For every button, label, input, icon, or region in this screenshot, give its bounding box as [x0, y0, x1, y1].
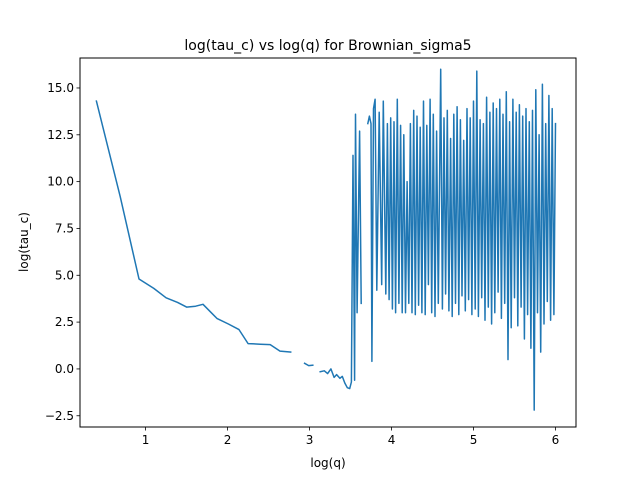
- x-tick-label: 4: [388, 433, 396, 447]
- x-axis-label: log(q): [310, 456, 345, 470]
- x-tick-label: 2: [224, 433, 232, 447]
- y-tick-label: −2.5: [45, 409, 74, 423]
- x-axis: 1 2 3 4 5 6: [142, 427, 560, 447]
- plot-area: [95, 68, 557, 411]
- x-tick-label: 1: [142, 433, 150, 447]
- y-tick-label: 2.5: [55, 315, 74, 329]
- y-tick-label: 5.0: [55, 268, 74, 282]
- y-tick-label: 12.5: [47, 128, 74, 142]
- series-line-segment: [366, 68, 557, 411]
- y-axis-label: log(tau_c): [17, 212, 31, 272]
- y-tick-label: 7.5: [55, 221, 74, 235]
- series-line-segment: [95, 100, 292, 353]
- y-axis: −2.5 0.0 2.5 5.0 7.5 10.0 12.5 15.0: [45, 81, 80, 423]
- series-line-segment: [303, 362, 314, 367]
- chart-title: log(tau_c) vs log(q) for Brownian_sigma5: [184, 38, 471, 54]
- x-tick-label: 3: [306, 433, 314, 447]
- series-line-segment: [319, 113, 362, 390]
- y-tick-label: 15.0: [47, 81, 74, 95]
- axes-frame: [79, 57, 577, 428]
- y-tick-label: 10.0: [47, 175, 74, 189]
- x-tick-label: 5: [470, 433, 478, 447]
- x-tick-label: 6: [552, 433, 560, 447]
- y-tick-label: 0.0: [55, 362, 74, 376]
